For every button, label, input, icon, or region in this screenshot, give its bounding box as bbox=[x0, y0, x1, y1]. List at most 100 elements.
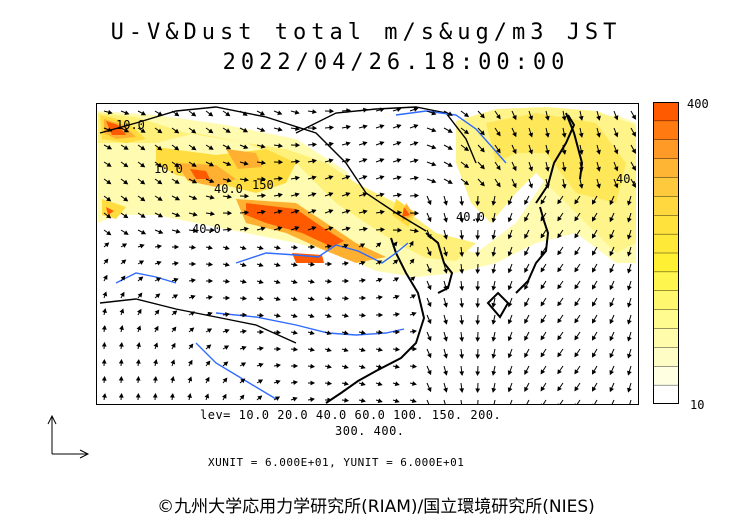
wind-vector-head bbox=[328, 175, 334, 180]
wind-vector-head bbox=[591, 301, 597, 307]
wind-vector-head bbox=[209, 178, 215, 183]
wind-vector-head bbox=[574, 301, 579, 307]
wind-vector-head bbox=[174, 145, 180, 151]
wind-vector-head bbox=[260, 127, 266, 132]
wind-vector-head bbox=[609, 285, 614, 291]
wind-vector-head bbox=[362, 124, 368, 130]
wind-vector-head bbox=[496, 148, 501, 154]
colorbar-swatch bbox=[653, 177, 679, 198]
contour-label: 150 bbox=[252, 178, 274, 192]
wind-vector-head bbox=[140, 145, 146, 151]
wind-vector-head bbox=[574, 233, 579, 239]
wind-vector-head bbox=[379, 158, 385, 163]
wind-vector-head bbox=[188, 343, 194, 349]
wind-vector-head bbox=[106, 162, 112, 167]
amur-river bbox=[395, 110, 507, 164]
wind-vector-head bbox=[137, 308, 142, 314]
wind-vector-head bbox=[411, 381, 417, 386]
wind-vector-head bbox=[192, 211, 198, 217]
wind-vector-head bbox=[613, 166, 619, 172]
wind-vector-head bbox=[512, 132, 517, 138]
copyright-notice: ©九州大学応用力学研究所(RIAM)/国立環境研究所(NIES) bbox=[157, 497, 595, 517]
wind-vector-head bbox=[345, 175, 351, 180]
wind-vector-head bbox=[596, 115, 601, 121]
wind-vector-head bbox=[327, 261, 333, 267]
wind-vector-head bbox=[275, 279, 281, 285]
japan-hokkaido bbox=[535, 114, 576, 204]
wind-vector-head bbox=[227, 194, 232, 200]
wind-vector-head bbox=[524, 284, 529, 290]
wind-vector-head bbox=[174, 111, 180, 117]
wind-vector-head bbox=[377, 364, 383, 370]
wind-vector-head bbox=[395, 312, 400, 318]
wind-vector-head bbox=[174, 261, 179, 267]
wind-vector-head bbox=[627, 217, 632, 223]
wind-vector-head bbox=[540, 199, 546, 205]
wind-vector-head bbox=[491, 353, 497, 359]
wind-vector-head bbox=[155, 277, 162, 282]
wind-vector-head bbox=[459, 252, 465, 257]
wind-vector-head bbox=[191, 278, 196, 284]
wind-vector-head bbox=[343, 347, 349, 353]
wind-vector-head bbox=[627, 268, 632, 274]
wind-vector-head bbox=[475, 388, 481, 394]
wind-vector-head bbox=[507, 251, 513, 257]
wind-vector-head bbox=[443, 268, 448, 274]
wind-vector-head bbox=[393, 259, 399, 265]
wind-vector-head bbox=[152, 376, 158, 381]
wind-vector-head bbox=[459, 235, 465, 240]
wind-vector-head bbox=[258, 262, 264, 268]
wind-vector-head bbox=[276, 346, 282, 352]
wind-vector-head bbox=[396, 175, 402, 181]
wind-vector-head bbox=[557, 369, 562, 375]
wind-vector-head bbox=[275, 262, 281, 268]
wind-vector-head bbox=[475, 252, 481, 258]
wind-vector-head bbox=[278, 143, 283, 149]
wind-vector-head bbox=[242, 329, 247, 335]
wind-vector-head bbox=[394, 381, 400, 387]
wind-vector-head bbox=[512, 115, 517, 121]
wind-vector-head bbox=[396, 158, 402, 163]
wind-vector-head bbox=[140, 179, 146, 185]
wind-vector-head bbox=[609, 302, 614, 308]
chart-datetime: 2022/04/26.18:00:00 bbox=[222, 50, 570, 75]
wind-vector-head bbox=[463, 112, 470, 118]
wind-vector-head bbox=[121, 243, 128, 248]
wind-vector-head bbox=[189, 327, 195, 333]
wind-vector-head bbox=[192, 195, 198, 200]
wind-vector-head bbox=[431, 178, 437, 184]
wind-vector-head bbox=[174, 244, 180, 250]
wind-vector-head bbox=[123, 230, 129, 235]
wind-vector-head bbox=[459, 371, 465, 376]
wind-vector-head bbox=[259, 346, 264, 352]
wind-vector-head bbox=[345, 124, 351, 130]
colorbar-max-label: 400 bbox=[687, 97, 709, 111]
wind-vector-head bbox=[224, 262, 230, 267]
wind-vector-head bbox=[463, 180, 470, 186]
wind-vector-head bbox=[222, 393, 227, 399]
wind-vector-head bbox=[345, 141, 351, 147]
wind-vector-head bbox=[574, 284, 579, 290]
map-frame bbox=[96, 103, 639, 405]
wind-vector-head bbox=[544, 132, 550, 138]
wind-vector-head bbox=[191, 244, 197, 250]
wind-vector-head bbox=[409, 258, 415, 264]
wind-vector-head bbox=[119, 325, 124, 331]
wind-vector-head bbox=[596, 149, 601, 155]
wind-vector-head bbox=[276, 363, 281, 369]
wind-vector-head bbox=[327, 380, 333, 386]
wind-vector-head bbox=[140, 162, 146, 168]
wind-vector-head bbox=[225, 295, 231, 301]
wind-vector-head bbox=[175, 212, 181, 217]
yellow-river bbox=[235, 242, 409, 264]
wind-vector-head bbox=[362, 158, 368, 163]
wind-vector-head bbox=[361, 278, 366, 284]
wind-vector-head bbox=[227, 227, 233, 233]
wind-vector-head bbox=[208, 261, 214, 267]
wind-vector-head bbox=[294, 109, 300, 115]
colorbar-swatch bbox=[653, 102, 679, 122]
wind-vector-head bbox=[459, 218, 465, 223]
wind-vector-head bbox=[591, 335, 597, 341]
wind-vector-head bbox=[208, 295, 213, 301]
wind-vector-head bbox=[224, 328, 230, 334]
